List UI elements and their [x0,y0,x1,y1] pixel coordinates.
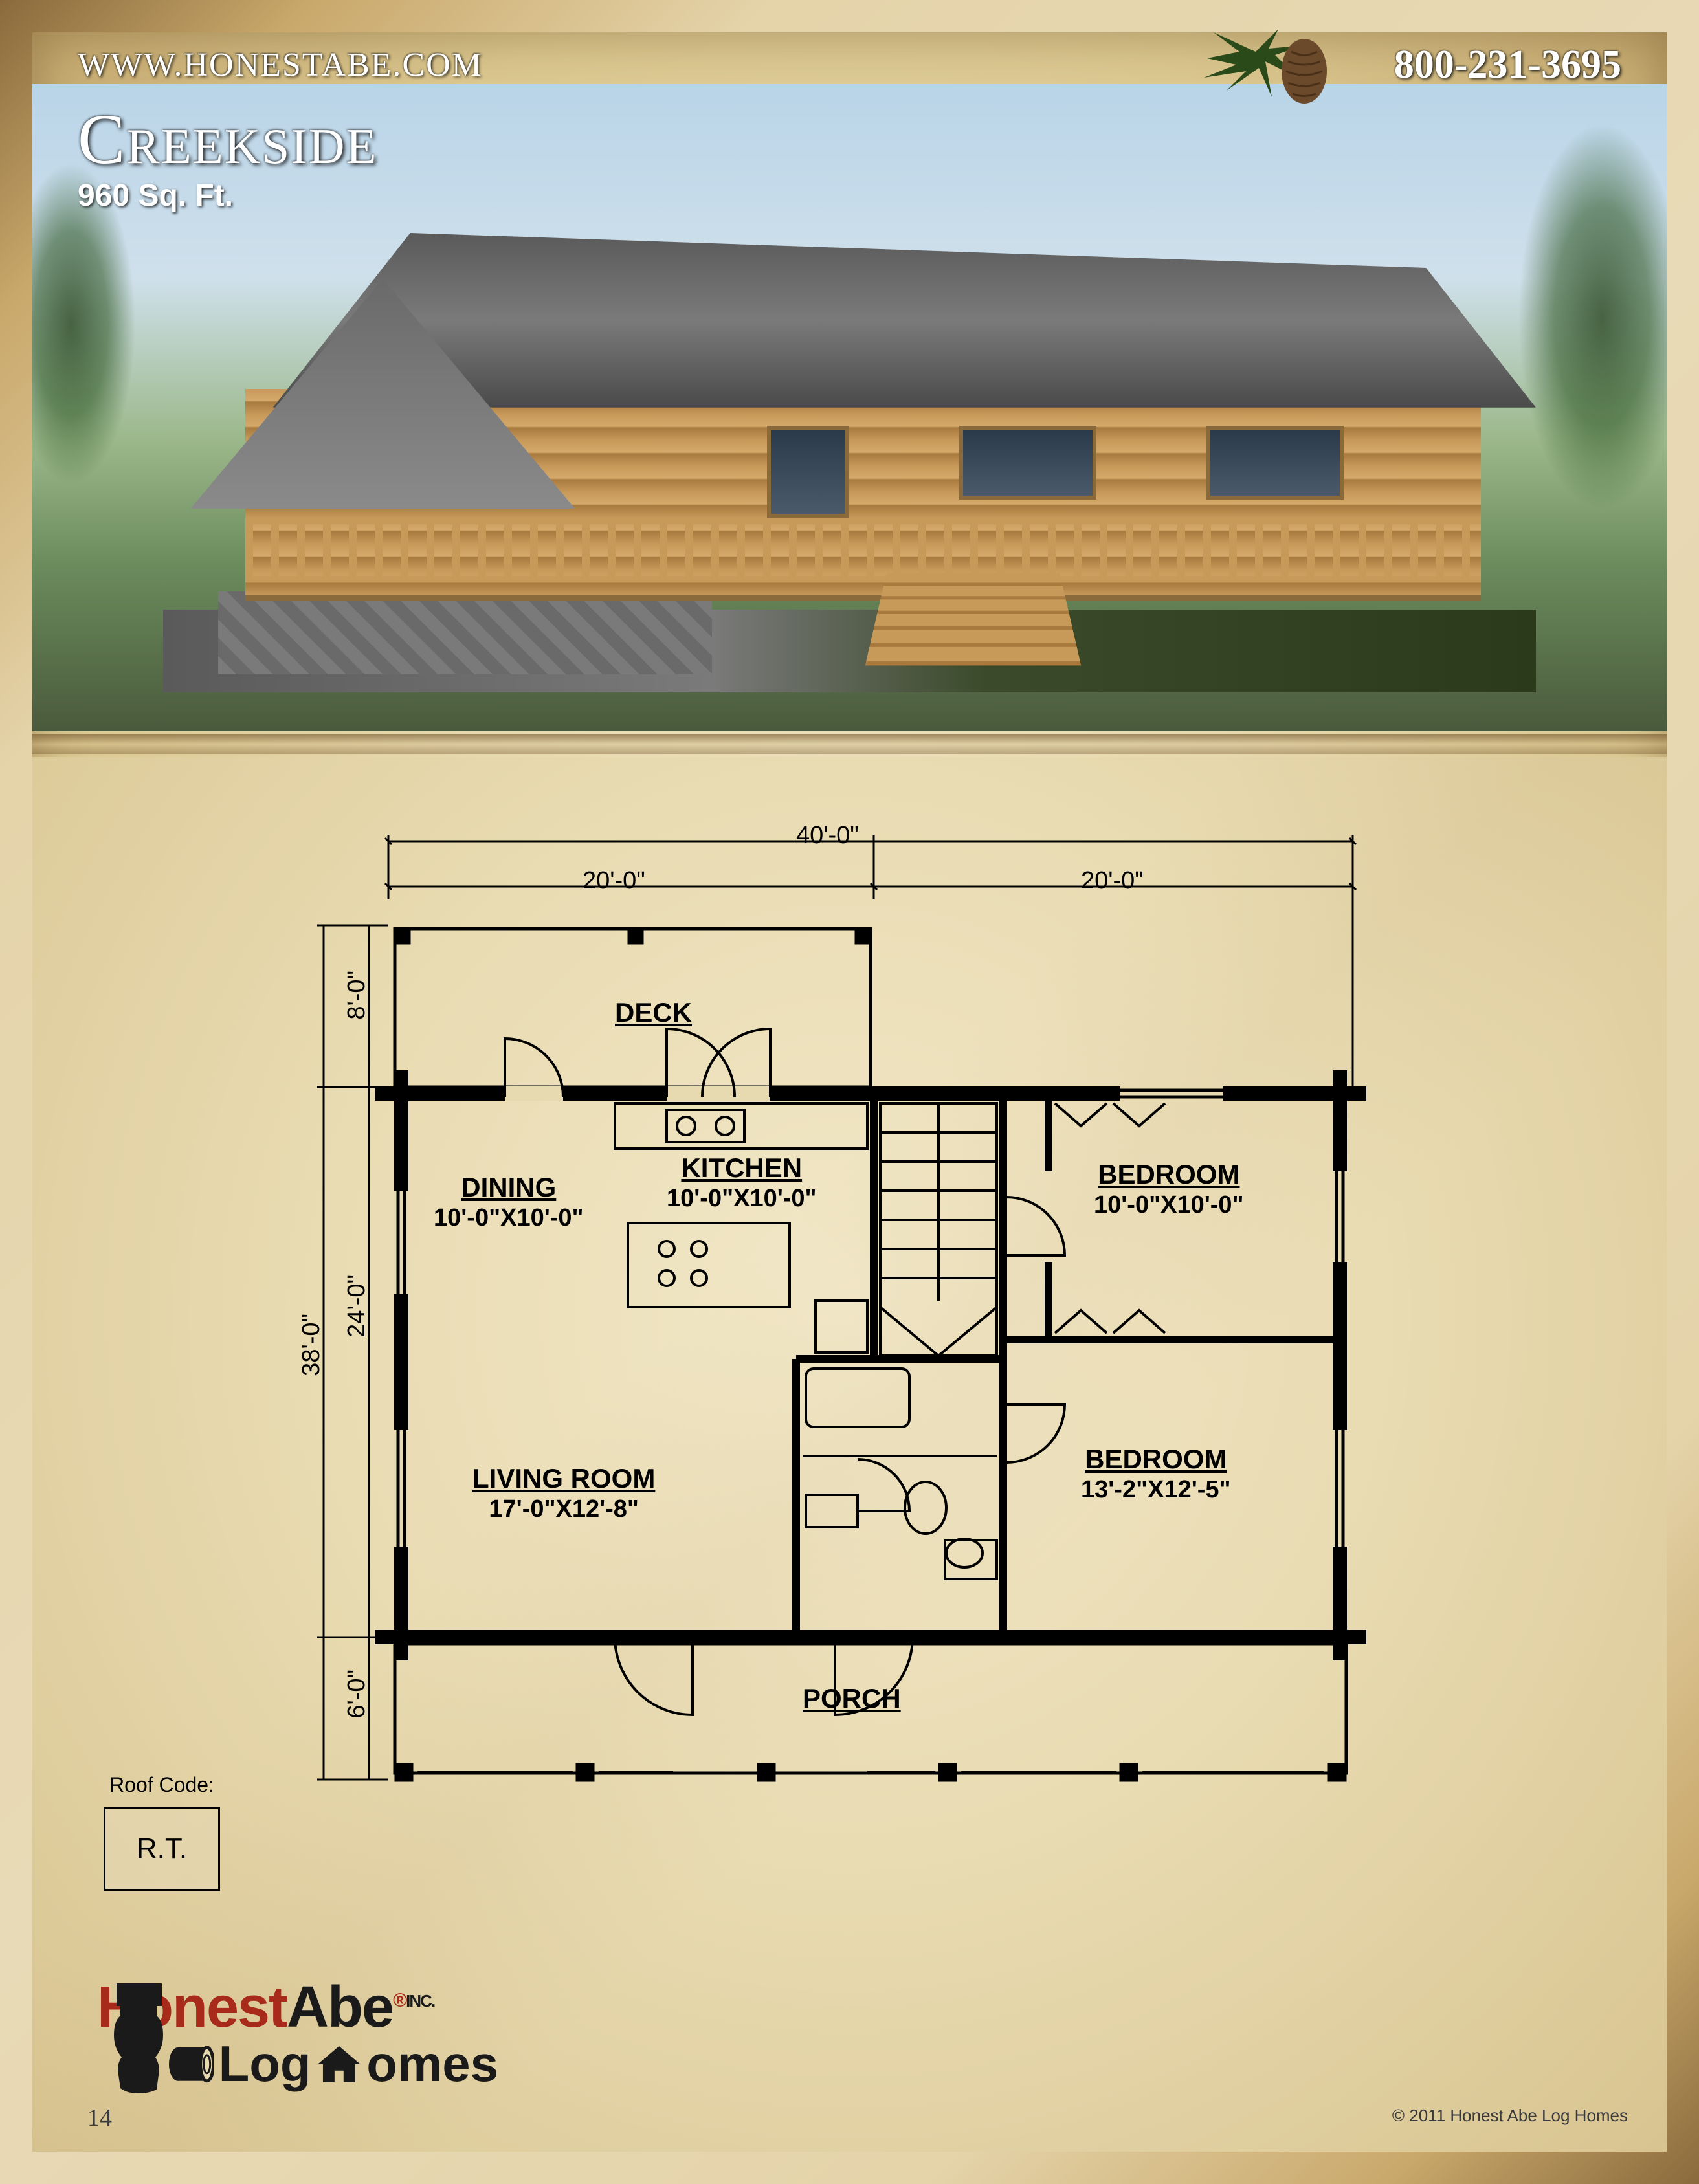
square-footage: 960 Sq. Ft. [78,178,378,214]
company-logo: HonestAbe®INC. Log omes [97,1974,498,2093]
logo-line2: Log omes [168,2035,498,2093]
copyright-text: © 2011 Honest Abe Log Homes [1392,2106,1628,2126]
roof-code-label: Roof Code: [104,1773,220,1797]
phone-number: 800-231-3695 [1394,42,1621,88]
logo-inc: INC. [406,1991,434,2011]
page-header: WWW.HONESTABE.COM 800-231-3695 [32,32,1667,97]
cabin-rendering [163,233,1536,692]
door [767,426,849,518]
floorplan-section: 40'-0" 20'-0" 20'-0" 8'-0" 38'-0" 24'-0"… [32,757,1667,2152]
hero-title-block: Creekside 960 Sq. Ft. [78,104,378,214]
page-inner: WWW.HONESTABE.COM 800-231-3695 Creekside… [32,32,1667,2152]
lincoln-silhouette-icon [97,1977,181,2093]
tree-right [1518,123,1667,511]
window [959,426,1096,500]
logo-homes: omes [366,2035,498,2093]
pinecone-decoration [1201,26,1343,104]
porch-railing [245,518,1481,582]
section-divider [32,734,1667,754]
logo-log: Log [219,2035,311,2093]
roof-code-value: R.T. [104,1807,220,1891]
floorplan-svg [304,809,1405,1909]
window [1206,426,1344,500]
plan-name: Creekside [78,104,378,175]
page-number: 14 [87,2104,112,2132]
front-stairs [865,573,1082,666]
home-icon [316,2045,362,2084]
hero-rendering: Creekside 960 Sq. Ft. [32,84,1667,731]
catalog-page: WWW.HONESTABE.COM 800-231-3695 Creekside… [0,0,1699,2184]
logo-abe: Abe [287,1975,393,2040]
logo-reg: ® [393,1990,406,2011]
roof-code-block: Roof Code: R.T. [104,1773,220,1891]
floorplan-drawing: 40'-0" 20'-0" 20'-0" 8'-0" 38'-0" 24'-0"… [304,809,1405,1909]
foundation [218,591,713,674]
website-url: WWW.HONESTABE.COM [78,46,483,84]
